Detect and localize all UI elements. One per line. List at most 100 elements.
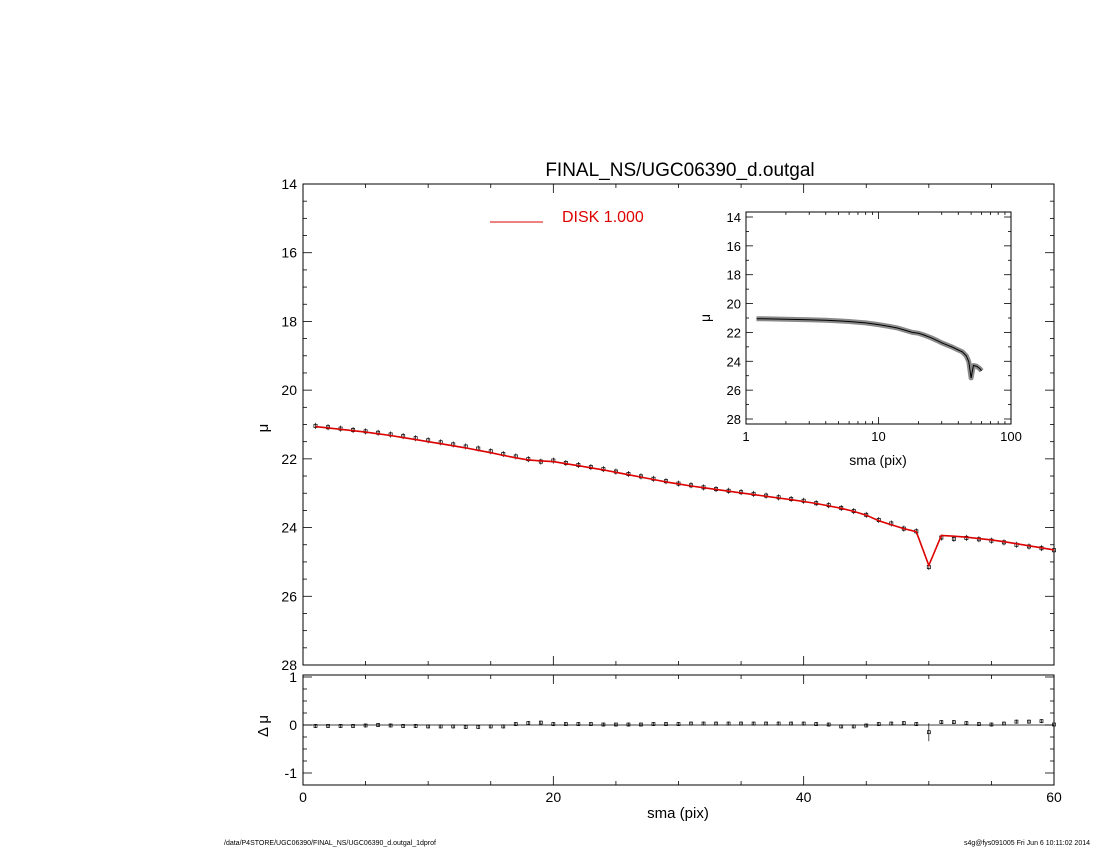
residual-point (814, 722, 819, 726)
residual-point (313, 724, 318, 728)
residual-point (739, 721, 743, 726)
main-panel: 14 16 18 20 22 24 26 28 μ DISK 1.000 (255, 176, 1056, 673)
main-x-ticks (302, 184, 1055, 665)
residual-point (876, 722, 881, 726)
inset-x-tick-label: 100 (1000, 429, 1022, 444)
inset-y-tick-label: 16 (727, 239, 741, 254)
data-point (313, 423, 318, 428)
residual-point (401, 724, 405, 728)
residual-point (326, 724, 330, 728)
legend-label: DISK 1.000 (562, 209, 644, 226)
residual-point (338, 724, 343, 728)
residual-point (351, 724, 355, 728)
residual-point (864, 723, 869, 728)
main-y-label: μ (255, 424, 272, 433)
residual-point (664, 722, 668, 726)
main-data-points (313, 422, 1056, 571)
chart-title: FINAL_NS/UGC06390_d.outgal (545, 160, 814, 181)
residual-point (689, 721, 693, 726)
main-y-tick-label: 16 (281, 245, 297, 261)
residual-point (901, 721, 906, 725)
residual-point (701, 721, 706, 726)
residual-point (438, 724, 443, 729)
residual-point (426, 724, 431, 729)
inset-x-tick-label: 10 (871, 429, 885, 444)
residual-y-tick-label: 0 (289, 717, 297, 733)
residual-point (463, 725, 468, 729)
main-y-tick-label: 28 (281, 657, 297, 673)
residual-point (914, 722, 919, 726)
inset-y-tick-label: 26 (727, 383, 741, 398)
residual-point (764, 721, 768, 726)
residual-point (601, 722, 606, 727)
residual-data-points (313, 719, 1056, 742)
residual-point (651, 722, 656, 726)
residual-x-tick-label: 20 (546, 789, 562, 805)
residual-point (589, 722, 593, 726)
footer-timestamp: s4g@fys091005 Fri Jun 6 10:11:02 2014 (963, 840, 1090, 847)
residual-point (639, 722, 643, 727)
residual-x-tick-label: 40 (796, 789, 812, 805)
inset-y-tick-label: 24 (727, 354, 741, 369)
residual-point (1027, 719, 1031, 724)
legend: DISK 1.000 (490, 209, 644, 226)
residual-point (1039, 719, 1044, 724)
residual-point (488, 724, 493, 729)
residual-point (977, 722, 981, 726)
inset-profile-core (756, 318, 982, 378)
inset-y-tick-label: 20 (727, 297, 741, 312)
residual-point (526, 721, 531, 725)
residual-point (614, 722, 618, 727)
residual-point (576, 722, 581, 726)
residual-point (826, 722, 831, 727)
residual-point (776, 721, 781, 726)
main-y-tick-label: 14 (281, 176, 297, 192)
residual-point (538, 720, 543, 725)
residual-point (626, 722, 631, 727)
residual-point (751, 721, 756, 726)
residual-point (839, 724, 844, 729)
residual-point (388, 723, 393, 728)
inset-x-tick-label: 1 (742, 429, 749, 444)
residual-point (964, 721, 969, 725)
footer-file-path: /data/P4STORE/UGC06390/FINAL_NS/UGC06390… (224, 840, 436, 847)
main-y-tick-label: 26 (281, 588, 297, 604)
main-y-tick-label: 22 (281, 451, 297, 467)
inset-panel: 14 16 18 20 22 24 26 281 10 100 μ sma (pix) (697, 210, 1022, 468)
residual-point (889, 721, 894, 726)
disk-model-line (315, 425, 1055, 568)
residual-point (563, 722, 568, 726)
residual-point (989, 722, 994, 727)
main-y-tick-label: 18 (281, 313, 297, 329)
residual-x-tick-label: 0 (299, 789, 307, 805)
residual-point (939, 720, 944, 724)
inset-y-tick-label: 18 (727, 268, 741, 283)
residual-point (851, 724, 856, 729)
residual-point (714, 721, 718, 726)
residual-point (376, 723, 380, 727)
data-point (951, 536, 956, 541)
inset-x-label: sma (pix) (849, 452, 907, 468)
inset-y-label: μ (697, 314, 713, 322)
residual-plot-frame (302, 674, 1055, 786)
inset-y-tick-label: 28 (727, 412, 741, 427)
residual-point (676, 722, 681, 726)
main-y-tick-label: 20 (281, 382, 297, 398)
residual-point (1002, 721, 1006, 726)
residual-y-label: Δ μ (255, 715, 272, 737)
residual-x-label: sma (pix) (647, 805, 709, 822)
residual-y-tick-label: -1 (285, 765, 298, 781)
residual-point (1052, 722, 1056, 727)
residual-point (501, 724, 506, 729)
main-y-tick-label: 24 (281, 520, 297, 536)
residual-point (926, 730, 931, 735)
residual-point (476, 725, 481, 729)
residual-point (363, 723, 368, 728)
residual-x-tick-label: 60 (1046, 789, 1062, 805)
residual-point (1014, 719, 1019, 724)
residual-point (551, 722, 556, 726)
inset-y-tick-label: 14 (727, 210, 741, 225)
